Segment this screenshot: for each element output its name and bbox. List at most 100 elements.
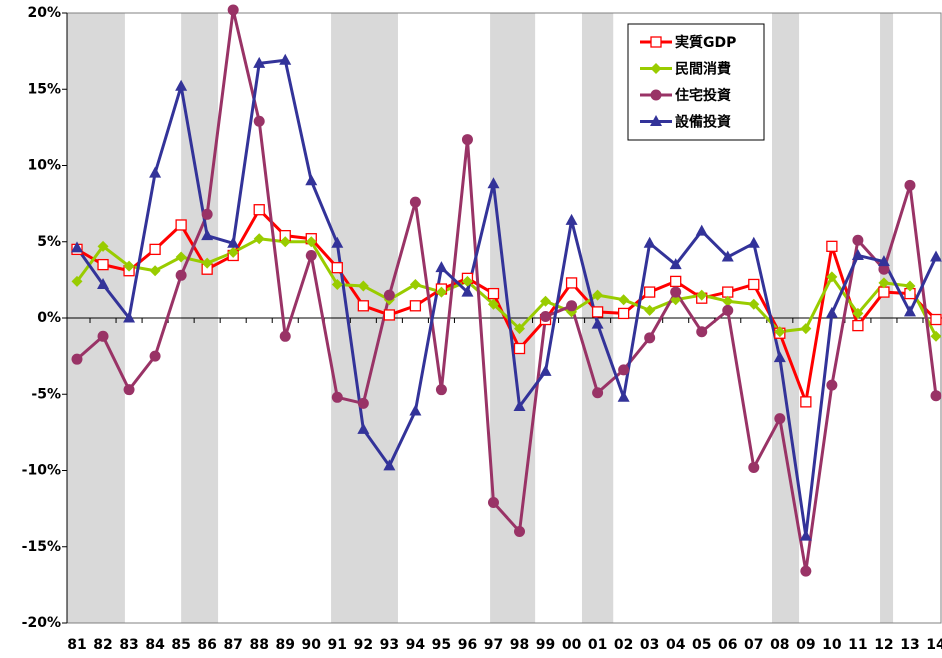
- marker: [650, 89, 662, 101]
- marker: [670, 286, 682, 298]
- marker: [851, 248, 864, 260]
- marker: [930, 313, 942, 326]
- x-tick-label: 10: [822, 637, 842, 653]
- x-tick-label: 96: [458, 637, 477, 653]
- marker: [696, 289, 708, 301]
- marker: [799, 529, 812, 541]
- series-layer: [71, 4, 942, 577]
- marker: [650, 36, 662, 48]
- x-tick-label: 85: [171, 637, 190, 653]
- marker: [903, 305, 916, 317]
- marker: [591, 306, 604, 318]
- marker: [331, 278, 343, 290]
- marker: [852, 234, 864, 246]
- marker: [748, 278, 760, 291]
- x-tick-label: 02: [614, 637, 633, 653]
- marker: [930, 330, 942, 342]
- x-tick-label: 11: [848, 637, 867, 653]
- series-line: [75, 237, 938, 337]
- series-line: [75, 58, 938, 538]
- x-tick-label: 05: [692, 637, 711, 653]
- marker: [123, 384, 135, 396]
- marker: [357, 280, 369, 292]
- y-tick-label: 15%: [27, 81, 61, 97]
- marker: [643, 236, 656, 248]
- marker: [514, 526, 526, 537]
- x-tick-label: 94: [406, 637, 426, 653]
- marker: [826, 379, 838, 391]
- marker: [279, 53, 292, 65]
- marker: [513, 342, 526, 355]
- marker: [592, 289, 604, 301]
- marker: [650, 63, 662, 74]
- x-tick-label: 87: [223, 637, 242, 653]
- marker: [201, 208, 213, 220]
- marker: [383, 459, 396, 471]
- marker: [540, 295, 552, 307]
- marker: [617, 390, 630, 402]
- marker: [487, 497, 499, 509]
- marker: [409, 278, 421, 290]
- marker: [123, 311, 136, 323]
- x-tick-label: 97: [484, 637, 503, 653]
- marker: [773, 351, 786, 363]
- x-tick-label: 08: [770, 637, 789, 653]
- marker: [331, 391, 343, 403]
- y-tick-label: 20%: [27, 5, 61, 21]
- marker: [409, 404, 422, 416]
- marker: [669, 258, 682, 270]
- x-tick-label: 90: [302, 637, 322, 653]
- marker: [487, 177, 500, 189]
- marker: [565, 213, 578, 225]
- x-tick-label: 07: [744, 637, 763, 653]
- legend-label: 民間消費: [675, 61, 731, 78]
- y-tick-label: -5%: [31, 386, 61, 402]
- marker: [878, 263, 890, 275]
- y-tick-label: 10%: [27, 158, 61, 174]
- marker: [696, 326, 708, 338]
- x-tick-label: 82: [93, 637, 112, 653]
- marker: [722, 304, 734, 316]
- marker: [201, 229, 214, 241]
- marker: [149, 265, 161, 277]
- marker: [930, 390, 942, 402]
- marker: [97, 240, 109, 252]
- marker: [461, 275, 473, 287]
- axes: -20% -15% -10% -5% 0% 5% 10% 15% 20% 81 82 83 84 85 86…: [22, 5, 942, 653]
- y-tick-label: 5%: [37, 234, 61, 250]
- x-tick-label: 00: [562, 637, 582, 653]
- x-tick-label: 89: [276, 637, 295, 653]
- marker: [565, 277, 578, 289]
- marker: [650, 115, 662, 126]
- marker: [877, 255, 890, 267]
- marker: [826, 240, 838, 252]
- marker: [409, 300, 422, 312]
- legend-label: 設備投資: [675, 114, 731, 131]
- x-tick-label: 84: [145, 637, 165, 653]
- marker: [123, 260, 135, 272]
- x-tick-label: 86: [197, 637, 216, 653]
- marker: [487, 287, 500, 300]
- marker: [644, 286, 656, 298]
- marker: [800, 565, 812, 577]
- y-tick-label: -15%: [22, 539, 61, 555]
- marker: [331, 262, 343, 274]
- marker: [435, 286, 447, 298]
- marker: [175, 251, 187, 263]
- marker: [97, 277, 110, 289]
- x-tick-label: 13: [900, 637, 919, 653]
- x-tick-label: 12: [874, 637, 893, 653]
- marker: [461, 285, 474, 297]
- x-tick-label: 06: [718, 637, 737, 653]
- marker: [800, 323, 812, 335]
- x-tick-label: 95: [432, 637, 451, 653]
- marker: [825, 306, 838, 318]
- marker: [435, 261, 448, 273]
- marker: [904, 280, 916, 292]
- marker: [748, 298, 760, 310]
- marker: [722, 286, 734, 298]
- y-tick-label: -10%: [22, 463, 61, 479]
- marker: [97, 258, 109, 271]
- marker: [852, 307, 864, 319]
- marker: [722, 295, 734, 307]
